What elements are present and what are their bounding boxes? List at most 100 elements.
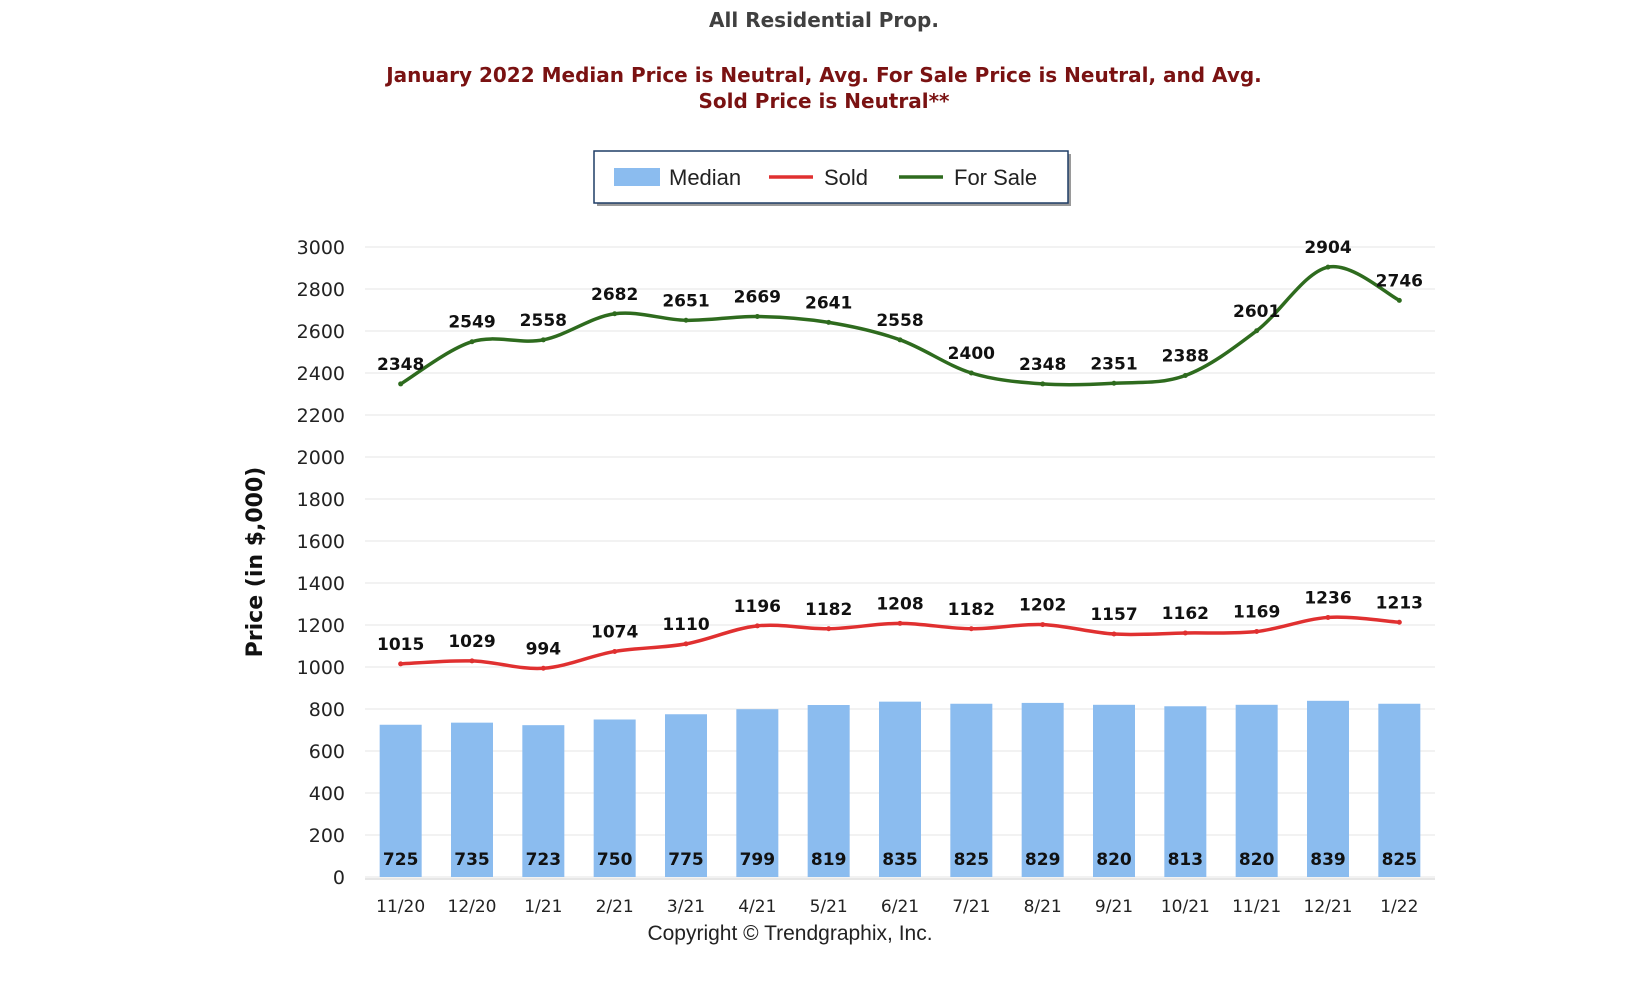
x-tick-label: 11/21 xyxy=(1232,897,1281,917)
median-value-label: 799 xyxy=(740,850,776,870)
for-sale-line xyxy=(399,264,1401,387)
median-bar xyxy=(1093,704,1135,877)
median-value-label: 735 xyxy=(454,850,490,870)
sold-value-label: 1182 xyxy=(948,600,995,620)
sold-value-label: 1182 xyxy=(805,600,852,620)
sold-point xyxy=(1396,619,1402,625)
y-tick-label: 1600 xyxy=(297,531,345,553)
sold-value-label: 1015 xyxy=(377,635,424,655)
median-value-label: 820 xyxy=(1096,850,1132,870)
for-sale-value-label: 2601 xyxy=(1233,302,1280,322)
sold-value-label: 1029 xyxy=(448,632,495,652)
y-tick-label: 2400 xyxy=(297,363,345,385)
median-value-label: 775 xyxy=(668,850,704,870)
median-bars xyxy=(379,700,1421,877)
x-tick-label: 2/21 xyxy=(596,897,634,917)
for-sale-point xyxy=(683,317,689,323)
x-tick-label: 4/21 xyxy=(738,897,776,917)
for-sale-point xyxy=(612,311,618,317)
x-tick-label: 11/20 xyxy=(376,897,425,917)
median-bar xyxy=(379,724,422,877)
median-value-label: 725 xyxy=(383,850,419,870)
median-bar xyxy=(1378,703,1421,877)
sold-value-label: 1074 xyxy=(591,622,638,642)
for-sale-point xyxy=(968,370,974,376)
median-bar xyxy=(1235,704,1278,877)
for-sale-value-label: 2400 xyxy=(948,344,995,364)
x-tick-label: 5/21 xyxy=(810,897,848,917)
x-tick-label: 7/21 xyxy=(952,897,990,917)
median-bar xyxy=(522,725,565,877)
legend-median-label: Median xyxy=(669,165,741,190)
for-sale-value-label: 2746 xyxy=(1376,271,1423,291)
for-sale-point xyxy=(897,337,903,343)
median-bar xyxy=(950,703,993,877)
for-sale-value-label: 2348 xyxy=(1019,355,1066,375)
sold-value-label: 1157 xyxy=(1090,605,1137,625)
sold-point xyxy=(398,661,404,667)
x-tick-label: 12/21 xyxy=(1304,897,1353,917)
sold-point xyxy=(968,626,974,632)
y-tick-label: 2800 xyxy=(297,279,345,301)
sold-value-label: 1202 xyxy=(1019,596,1066,616)
chart-title: All Residential Prop. xyxy=(709,8,939,32)
for-sale-value-label: 2558 xyxy=(876,311,923,331)
median-value-label: 813 xyxy=(1168,850,1204,870)
sold-value-label: 1162 xyxy=(1162,604,1209,624)
for-sale-point xyxy=(1111,380,1117,386)
y-tick-label: 1400 xyxy=(297,573,345,595)
sold-value-label: 1208 xyxy=(876,594,923,614)
sold-point xyxy=(612,648,618,654)
for-sale-value-label: 2351 xyxy=(1090,354,1137,374)
for-sale-point xyxy=(1325,264,1331,270)
sold-point xyxy=(1325,614,1331,620)
median-value-label: 819 xyxy=(811,850,847,870)
y-axis-title: Price (in $,000) xyxy=(243,467,268,658)
subtitle-line-1: January 2022 Median Price is Neutral, Av… xyxy=(386,63,1262,87)
for-sale-point xyxy=(469,339,475,345)
y-tick-label: 800 xyxy=(309,699,345,721)
x-tick-label: 10/21 xyxy=(1161,897,1210,917)
for-sale-point xyxy=(1254,328,1260,334)
for-sale-point xyxy=(540,337,546,343)
sold-point xyxy=(683,641,689,647)
sold-value-label: 994 xyxy=(526,639,562,659)
for-sale-point xyxy=(754,314,760,320)
y-tick-label: 0 xyxy=(333,867,345,889)
axes: 0 200 400 600 800 1000 1200 1400 1600 1800 2000 220… xyxy=(243,237,1435,917)
for-sale-value-label: 2669 xyxy=(734,288,781,308)
for-sale-value-label: 2682 xyxy=(591,285,638,305)
sold-point xyxy=(1182,630,1188,636)
median-bar xyxy=(1164,706,1207,877)
sold-point xyxy=(826,626,832,632)
median-bar xyxy=(665,714,707,877)
median-bar xyxy=(879,701,921,877)
y-tick-label: 400 xyxy=(309,783,345,805)
legend-median-swatch xyxy=(614,168,660,186)
median-value-label: 829 xyxy=(1025,850,1061,870)
for-sale-value-label: 2549 xyxy=(448,313,495,333)
for-sale-point xyxy=(1182,373,1188,379)
median-bar xyxy=(807,705,850,877)
sold-value-label: 1110 xyxy=(662,615,709,635)
for-sale-point xyxy=(398,381,404,387)
x-tick-label: 12/20 xyxy=(448,897,497,917)
sold-value-label: 1213 xyxy=(1376,593,1423,613)
data-labels: 725 735 723 750 775 799 819 835 825 829 820 813 820 8… xyxy=(377,238,1423,870)
for-sale-value-label: 2388 xyxy=(1162,347,1209,367)
y-tick-label: 2000 xyxy=(297,447,345,469)
median-bar xyxy=(593,719,636,877)
for-sale-point xyxy=(1396,297,1402,303)
y-tick-label: 600 xyxy=(309,741,345,763)
x-tick-label: 6/21 xyxy=(881,897,919,917)
y-tick-label: 2600 xyxy=(297,321,345,343)
y-tick-label: 3000 xyxy=(297,237,345,259)
for-sale-value-label: 2641 xyxy=(805,293,852,313)
for-sale-value-label: 2904 xyxy=(1304,238,1351,258)
median-bar xyxy=(1307,700,1349,877)
y-tick-label: 200 xyxy=(309,825,345,847)
subtitle-line-2: Sold Price is Neutral** xyxy=(698,89,950,113)
price-lines xyxy=(398,264,1402,671)
x-tick-label: 1/22 xyxy=(1380,897,1418,917)
